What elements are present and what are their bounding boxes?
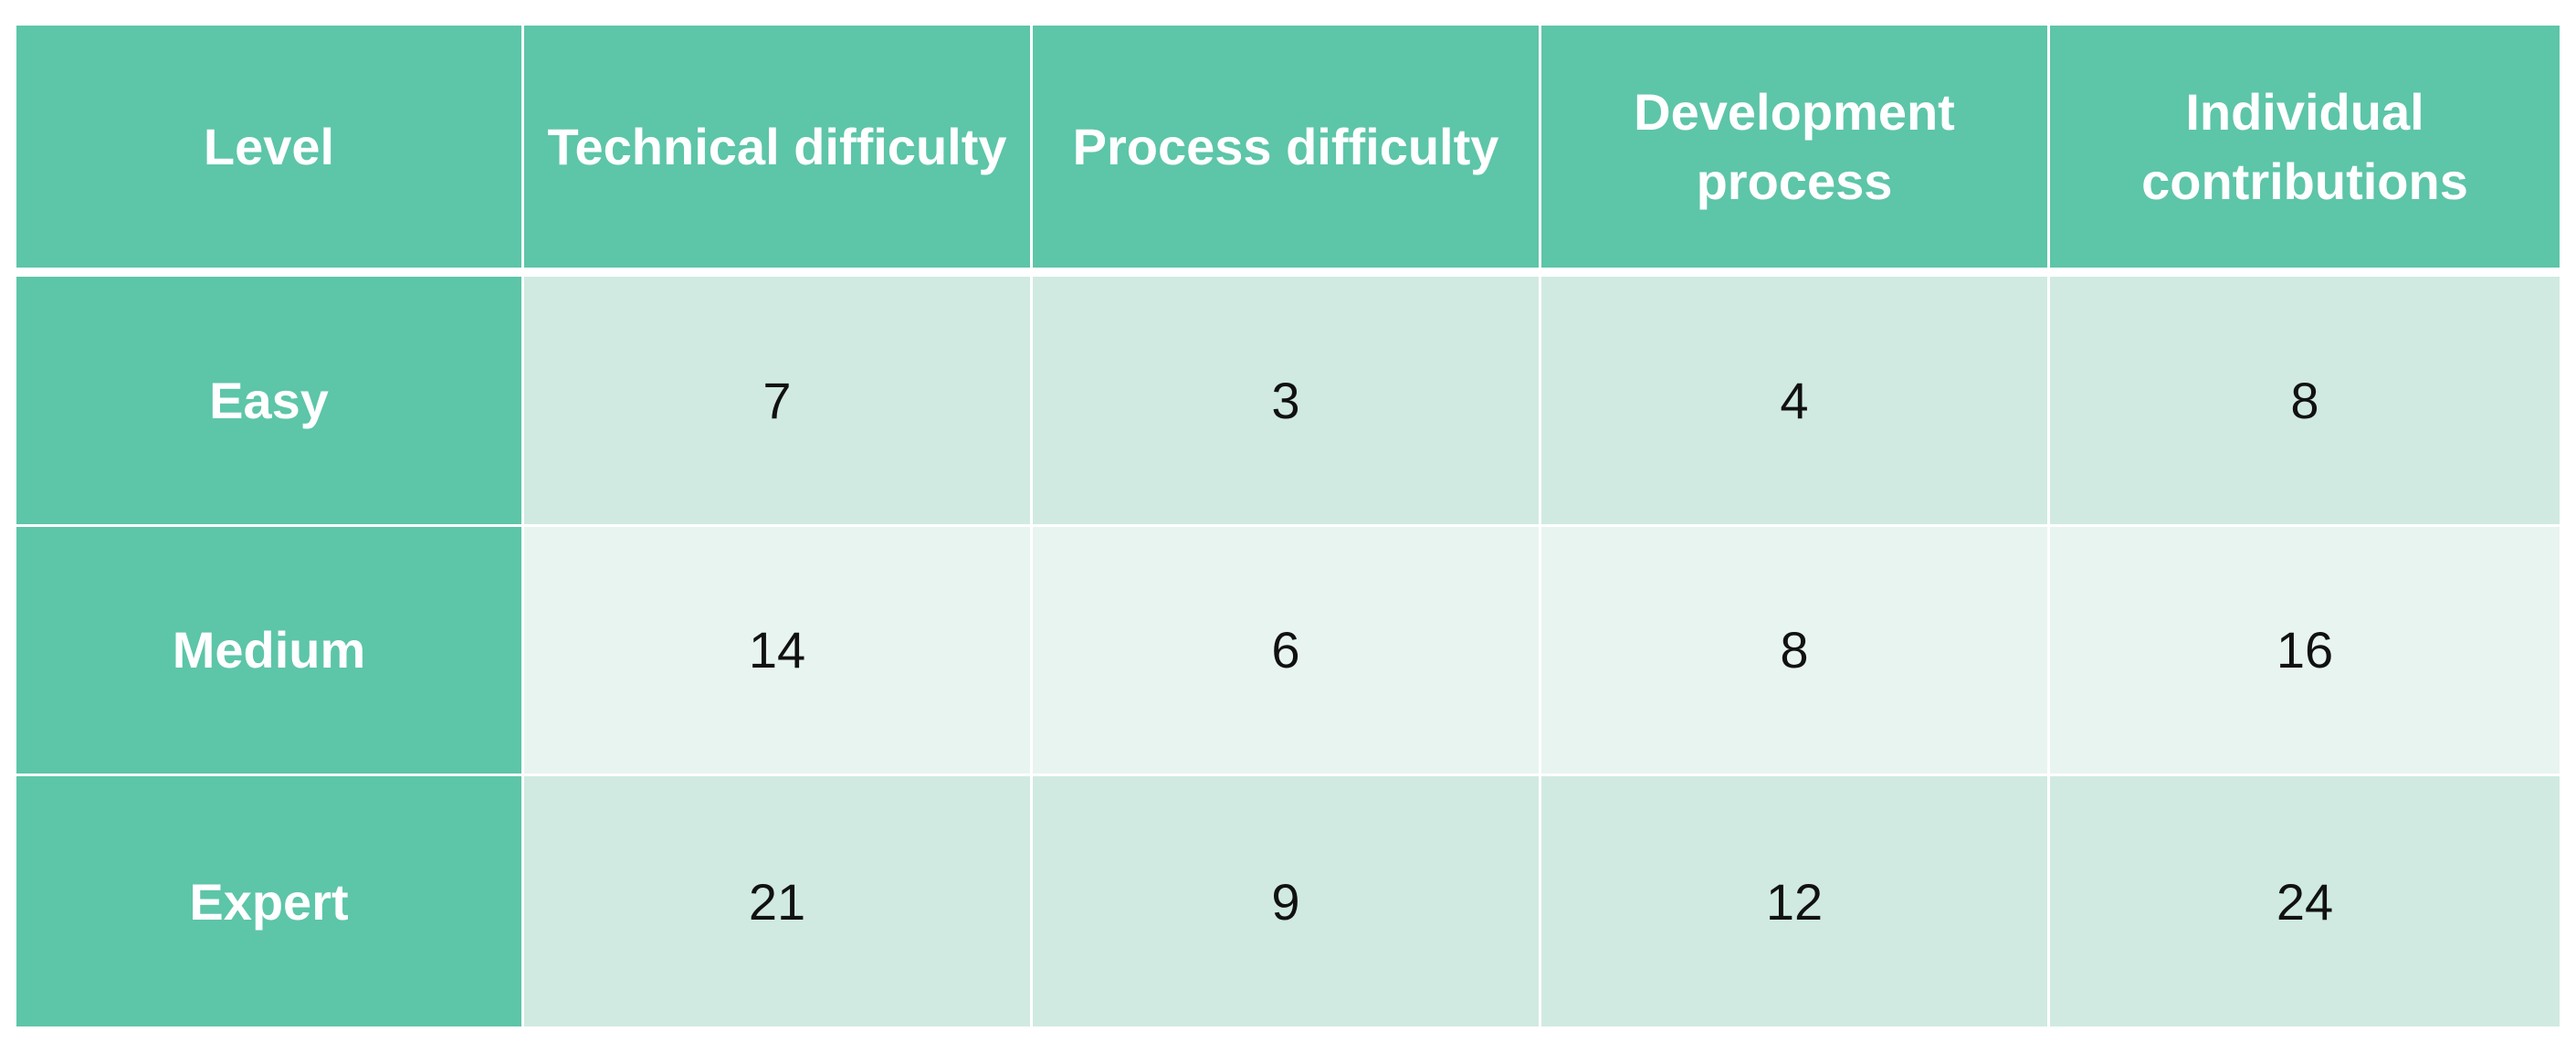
table-cell-process-difficulty: 3: [1033, 277, 1541, 527]
row-header-level: Expert: [16, 776, 524, 1026]
table-cell-individual-contributions: 24: [2050, 776, 2560, 1026]
table-cell-development-process: 4: [1541, 277, 2050, 527]
table-cell-technical-difficulty: 7: [524, 277, 1033, 527]
difficulty-table-container: Level Technical difficulty Process diffi…: [16, 26, 2560, 1026]
table-cell-individual-contributions: 16: [2050, 526, 2560, 777]
table-cell-individual-contributions: 8: [2050, 277, 2560, 527]
table-row-expert: Expert 21 9 12 24: [16, 776, 2560, 1026]
table-cell-development-process: 12: [1541, 776, 2050, 1026]
column-header-development-process: Development process: [1541, 26, 2050, 277]
table-header: Level Technical difficulty Process diffi…: [16, 26, 2560, 277]
table-row-easy: Easy 7 3 4 8: [16, 277, 2560, 527]
table-cell-technical-difficulty: 14: [524, 526, 1033, 777]
column-header-individual-contributions: Individual contributions: [2050, 26, 2560, 277]
table-cell-process-difficulty: 9: [1033, 776, 1541, 1026]
table-cell-technical-difficulty: 21: [524, 776, 1033, 1026]
column-header-process-difficulty: Process difficulty: [1033, 26, 1541, 277]
column-header-level: Level: [16, 26, 524, 277]
table-row-medium: Medium 14 6 8 16: [16, 526, 2560, 777]
row-header-level: Easy: [16, 277, 524, 527]
row-header-level: Medium: [16, 526, 524, 777]
table-cell-development-process: 8: [1541, 526, 2050, 777]
header-row: Level Technical difficulty Process diffi…: [16, 26, 2560, 277]
table-body: Easy 7 3 4 8 Medium 14 6 8 16 Expert 21 …: [16, 277, 2560, 1026]
column-header-technical-difficulty: Technical difficulty: [524, 26, 1033, 277]
table-cell-process-difficulty: 6: [1033, 526, 1541, 777]
difficulty-table: Level Technical difficulty Process diffi…: [16, 26, 2560, 1026]
